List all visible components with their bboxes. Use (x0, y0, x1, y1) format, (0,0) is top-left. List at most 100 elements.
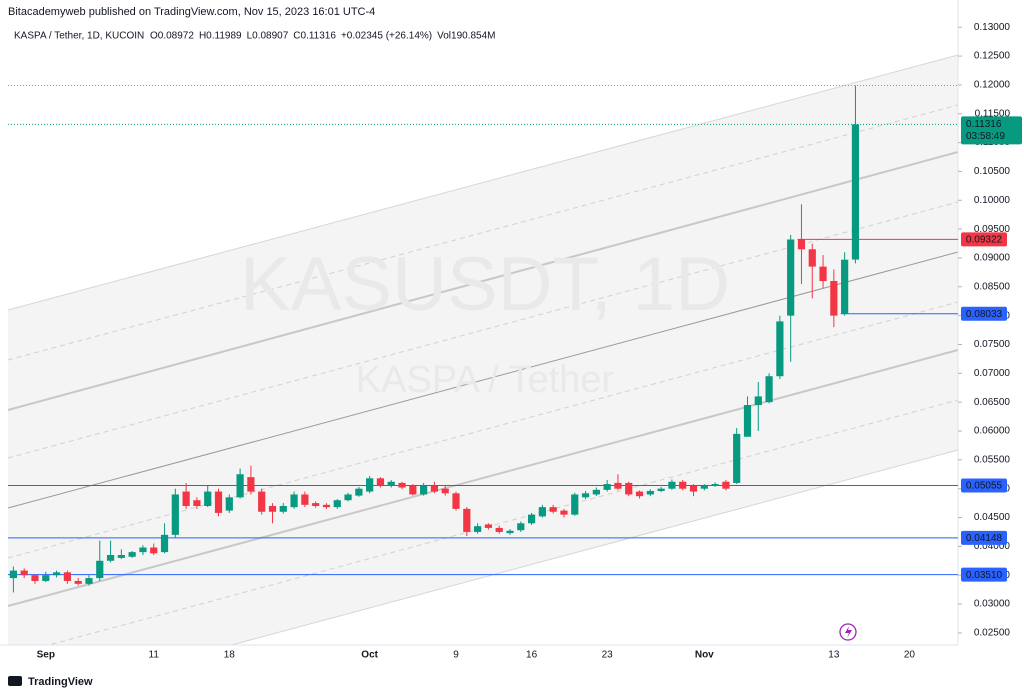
candle-body (236, 474, 244, 498)
candle-body (841, 259, 849, 314)
candle-body (96, 560, 104, 579)
y-tick-label: 0.11500 (975, 108, 1011, 119)
y-tick-label: 0.06500 (974, 397, 1011, 408)
channel-line (7, 301, 958, 559)
level-label: 0.09322 (966, 235, 1003, 246)
candle-body (193, 500, 201, 506)
candle-body (733, 433, 741, 483)
candle-body (797, 239, 806, 250)
candle-body (452, 493, 460, 509)
candle-body (787, 239, 795, 316)
candle-body (376, 478, 385, 486)
y-tick-label: 0.02500 (974, 628, 1011, 639)
candle-body (42, 575, 50, 581)
last-price-label: 0.11316 (966, 119, 1002, 130)
footer-brand: TradingView (28, 676, 93, 688)
candle-body (9, 570, 17, 579)
candle-body (560, 510, 568, 515)
level-label-box (961, 478, 1007, 493)
candle-body (409, 485, 417, 495)
candle-body (549, 507, 557, 512)
legend-value: +0.02345 (+26.14%) (341, 31, 432, 42)
candle-body (225, 497, 233, 511)
y-tick-label: 0.07500 (974, 339, 1011, 350)
y-tick-label: 0.08500 (974, 281, 1011, 292)
channel-line (7, 251, 958, 509)
candle-body (268, 505, 277, 512)
candle-body (128, 552, 136, 557)
candle-body (506, 530, 514, 534)
y-tick-label: 0.10000 (974, 195, 1011, 206)
candle-body (517, 523, 525, 531)
candle-body (333, 500, 341, 508)
candle-body (722, 481, 730, 489)
candle-body (765, 376, 773, 403)
x-tick-label: 23 (602, 650, 614, 661)
candle-body (635, 491, 644, 497)
candle-body (204, 491, 212, 506)
candle-body (463, 508, 471, 532)
candle-body (700, 485, 708, 489)
candle-body (258, 491, 266, 512)
candle-body (830, 281, 838, 316)
candle-body (74, 580, 82, 584)
candle-body (52, 572, 61, 576)
candle-body (139, 547, 147, 553)
candle-body (247, 477, 255, 492)
watermark: KASUSDT, 1D (240, 242, 730, 327)
level-label-box (961, 567, 1007, 582)
candle-body (420, 485, 428, 495)
level-label-box (961, 530, 1007, 545)
y-tick-label: 0.09500 (974, 224, 1011, 235)
ohlc-legend: O0.08972 H0.11989 L0.08907 C0.11316 +0.02345… (150, 31, 496, 42)
event-icon[interactable] (839, 623, 857, 641)
candle-body (290, 494, 298, 508)
candle-body (614, 482, 622, 489)
candle-body (571, 494, 579, 515)
candle-body (711, 484, 719, 486)
x-tick-label: 9 (453, 650, 459, 661)
y-tick-label: 0.03000 (974, 599, 1011, 610)
y-tick-label: 0.06000 (974, 426, 1011, 437)
candle-body (430, 485, 439, 492)
candle-body (538, 507, 546, 517)
logo (8, 676, 22, 686)
candle-body (754, 396, 762, 406)
legend-value: L0.08907 (247, 31, 289, 42)
candle-body (322, 504, 331, 508)
candle-body (625, 482, 633, 495)
candle-body (808, 249, 816, 267)
candle-body (776, 321, 784, 377)
candle-body (495, 527, 503, 532)
channel-line (229, 449, 958, 645)
level-label: 0.05055 (966, 481, 1003, 492)
candle-body (668, 481, 676, 489)
event-icon-glyph (845, 626, 852, 638)
candle-body (581, 493, 590, 498)
y-tick-label: 0.07000 (974, 368, 1011, 379)
y-tick-label: 0.04000 (974, 541, 1011, 552)
level-label-box (961, 232, 1007, 247)
x-tick-label: 11 (149, 650, 160, 661)
candle-body (171, 494, 179, 535)
candle-body (150, 547, 158, 554)
candle-body (819, 266, 827, 282)
x-tick-label: 16 (526, 650, 538, 661)
candle-body (355, 488, 363, 496)
y-tick-label: 0.10500 (974, 166, 1011, 177)
candle-body (387, 481, 395, 486)
x-tick-label: Sep (37, 650, 55, 661)
candle-body (484, 524, 492, 528)
candle-body (398, 482, 406, 488)
y-tick-label: 0.09000 (974, 253, 1011, 264)
x-tick-label: 20 (904, 650, 916, 661)
candle-body (312, 503, 320, 506)
candle-body (592, 489, 600, 495)
chart-title: KASPA / Tether, 1D, KUCOIN (14, 31, 144, 42)
candle-body (851, 124, 860, 260)
channel: KASUSDT, 1D KASPA / Tether (7, 54, 958, 645)
candle-body (63, 572, 71, 581)
level-label: 0.08033 (966, 309, 1003, 320)
channel-line (46, 399, 958, 645)
